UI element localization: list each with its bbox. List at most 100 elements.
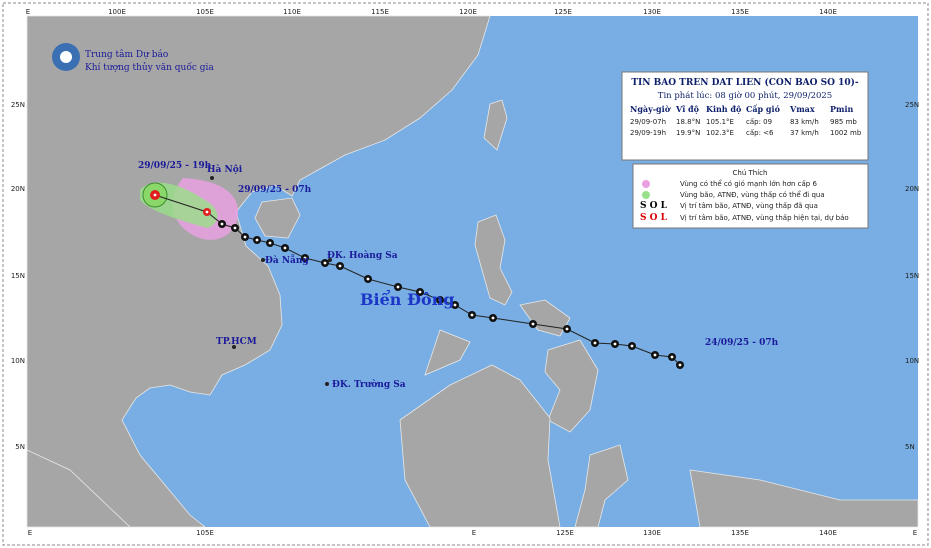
lon-label: 105E	[196, 8, 214, 16]
legend-box	[632, 163, 869, 229]
place-label: Đà Nẵng	[265, 254, 309, 266]
storm-eye	[396, 285, 400, 289]
info-title: TIN BAO TREN DAT LIEN (CON BAO SO 10)-	[631, 77, 859, 88]
storm-eye	[438, 298, 442, 302]
place-label: ĐK. Hoàng Sa	[327, 250, 398, 261]
legend-item: Vùng bão, ATNĐ, vùng thấp có thể đi qua	[680, 190, 825, 199]
lon-label: 125E	[554, 8, 572, 16]
place-label: Hà Nội	[207, 164, 243, 175]
lon-label: 135E	[731, 8, 749, 16]
lon-label: 140E	[819, 529, 837, 537]
lat-label: 10N	[905, 357, 919, 365]
lon-label: E	[28, 529, 32, 537]
legend-item: Vị trí tâm bão, ATNĐ, vùng thấp đã qua	[680, 202, 818, 210]
lat-label: 20N	[905, 185, 919, 193]
lon-label: 135E	[731, 529, 749, 537]
table-header: Kinh độ	[706, 104, 742, 114]
lon-label: 115E	[371, 8, 389, 16]
lat-label: 5N	[15, 443, 25, 451]
lon-label: 130E	[643, 529, 661, 537]
place-dot	[325, 382, 329, 386]
place-dot	[232, 345, 236, 349]
storm-eye	[220, 222, 224, 226]
storm-eye	[323, 261, 327, 265]
lon-label: 140E	[819, 8, 837, 16]
place-label: 29/09/25 - 19h	[138, 161, 212, 171]
storm-eye	[418, 290, 422, 294]
table-header: Ngày-giờ	[630, 104, 671, 114]
place-dot	[210, 176, 214, 180]
storm-eye	[205, 210, 209, 214]
lat-label: 25N	[11, 101, 25, 109]
info-box	[621, 71, 869, 161]
storm-eye	[303, 256, 307, 260]
table-header: Vmax	[789, 104, 815, 114]
table-cell: 29/09-07h	[630, 118, 666, 126]
lon-label: E	[472, 529, 476, 537]
storm-eye	[453, 303, 457, 307]
place-label: 29/09/25 - 07h	[238, 185, 312, 195]
storm-eye	[491, 316, 495, 320]
table-cell: 18.8°N	[676, 118, 700, 126]
storm-eye	[613, 342, 617, 346]
storm-eye	[531, 322, 535, 326]
place-label: Biển Đông	[360, 288, 454, 309]
storm-eye	[366, 277, 370, 281]
table-header: Vĩ độ	[675, 104, 700, 114]
legend-item: Vùng có thể có gió mạnh lớn hơn cấp 6	[680, 179, 817, 188]
org-name: Trung tâm Dự báo	[85, 49, 168, 60]
storm-eye	[153, 193, 157, 197]
lat-label: 20N	[11, 185, 25, 193]
table-cell: 105.1°E	[706, 118, 734, 126]
lon-label: 105E	[196, 529, 214, 537]
storm-eye	[233, 226, 237, 230]
lat-label: 15N	[905, 272, 919, 280]
table-cell: 37 km/h	[790, 129, 819, 137]
table-cell: 19.9°N	[676, 129, 700, 137]
storm-eye	[565, 327, 569, 331]
storm-eye	[630, 344, 634, 348]
svg-text:S O L: S O L	[640, 213, 668, 223]
storm-eye	[678, 363, 682, 367]
storm-track	[150, 190, 684, 369]
table-cell: 83 km/h	[790, 118, 819, 126]
table-cell: 1002 mb	[830, 129, 862, 137]
lon-label: 130E	[643, 8, 661, 16]
storm-eye	[255, 238, 259, 242]
lat-label: 10N	[11, 357, 25, 365]
place-label: 24/09/25 - 07h	[705, 338, 779, 348]
table-cell: cấp: <6	[746, 129, 774, 137]
place-label: ĐK. Trường Sa	[332, 379, 406, 390]
lat-label: 5N	[905, 443, 915, 451]
lat-label: 15N	[11, 272, 25, 280]
place-dot	[328, 258, 332, 262]
lat-label: 25N	[905, 101, 919, 109]
table-header: Pmin	[830, 104, 854, 114]
storm-eye	[283, 246, 287, 250]
svg-text:S O L: S O L	[640, 201, 668, 211]
storm-eye	[653, 353, 657, 357]
table-cell: cấp: 09	[746, 118, 772, 126]
lon-label: E	[913, 529, 917, 537]
storm-eye	[338, 264, 342, 268]
table-cell: 29/09-19h	[630, 129, 666, 137]
place-label: TP.HCM	[216, 337, 257, 347]
lon-label: 110E	[283, 8, 301, 16]
place-dot	[261, 258, 265, 262]
lon-label: 100E	[108, 8, 126, 16]
land	[26, 15, 919, 528]
legend-item: Vị trí tâm bão, ATNĐ, vùng thấp hiện tại…	[680, 214, 849, 222]
table-cell: 985 mb	[830, 118, 857, 126]
table-header: Cấp gió	[746, 104, 781, 114]
lon-label: 120E	[459, 8, 477, 16]
org-name: Khí tượng thủy văn quốc gia	[85, 62, 214, 73]
legend-title: Chú Thích	[733, 169, 768, 177]
info-issued: Tin phát lúc: 08 giờ 00 phút, 29/09/2025	[658, 90, 832, 101]
storm-eye	[670, 355, 674, 359]
storm-eye	[243, 235, 247, 239]
storm-eye	[268, 241, 272, 245]
storm-eye	[593, 341, 597, 345]
lon-label: E	[26, 8, 30, 16]
table-cell: 102.3°E	[706, 129, 734, 137]
